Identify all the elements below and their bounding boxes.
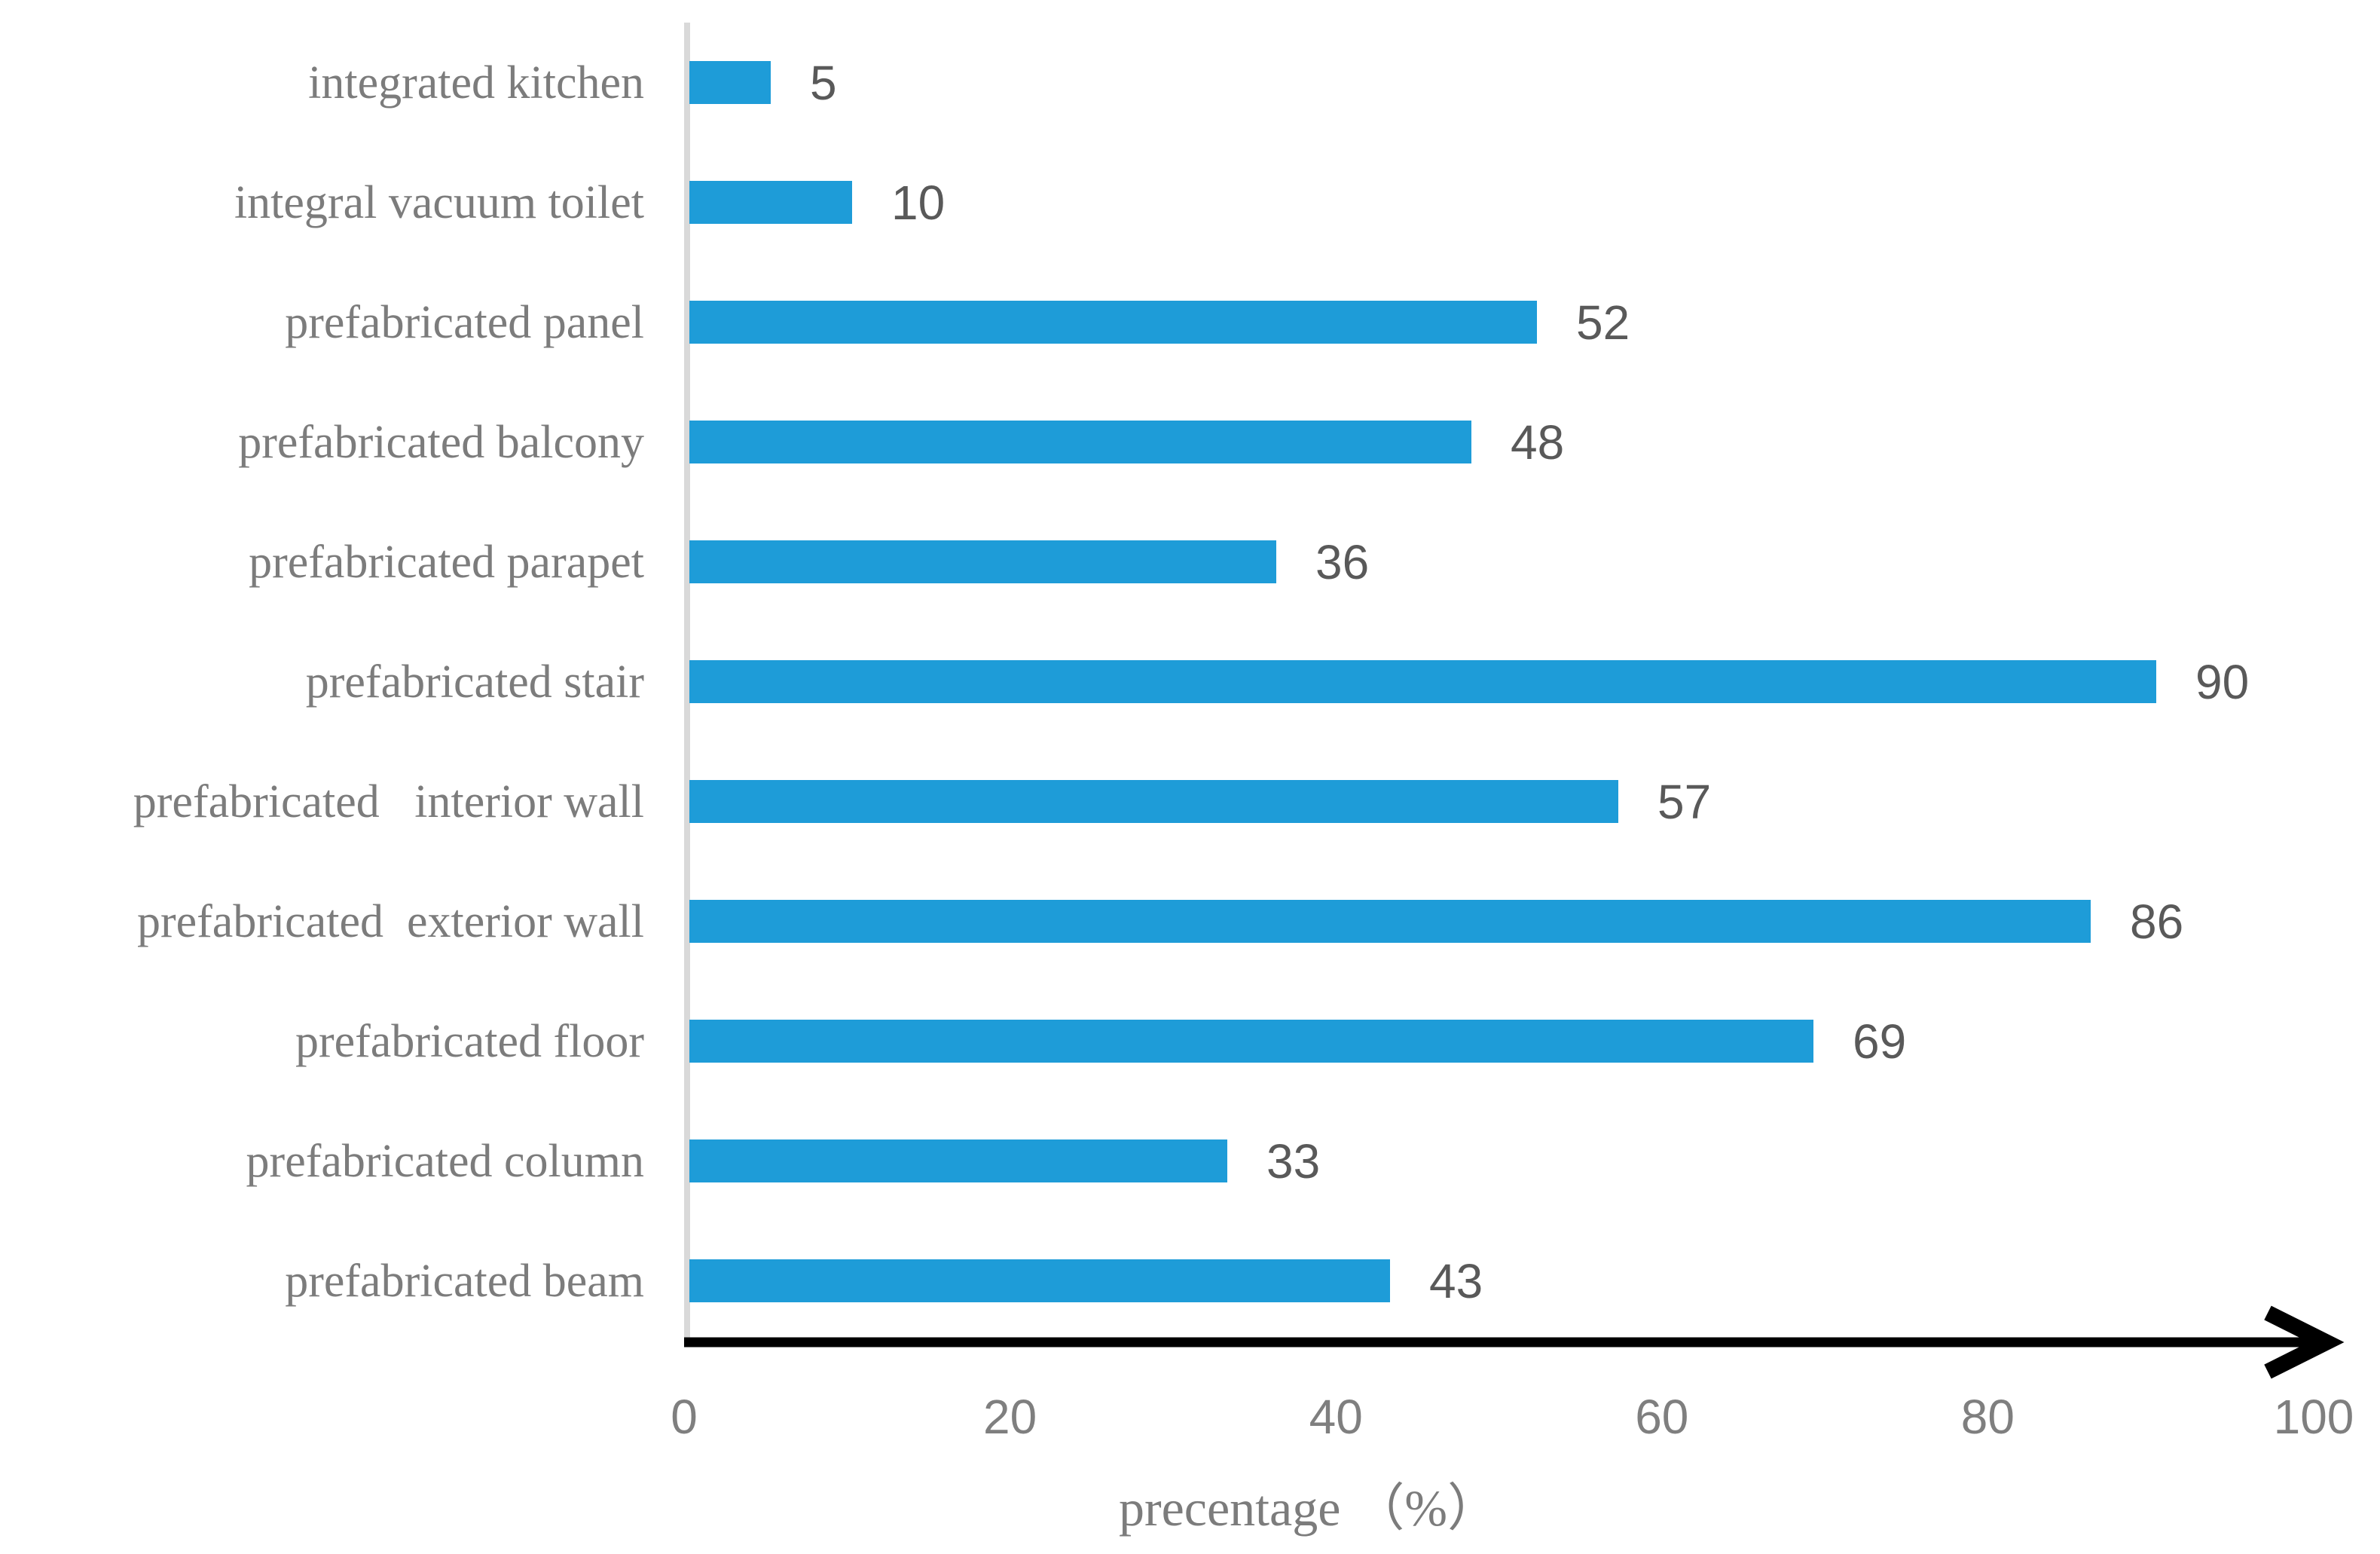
value-label: 52: [1576, 295, 1630, 350]
x-tick-label: 40: [1309, 1390, 1363, 1444]
category-label: integrated kitchen: [308, 57, 644, 109]
bar: [689, 900, 2091, 943]
value-label: 5: [810, 55, 837, 110]
category-label: prefabricated interior wall: [133, 775, 644, 827]
category-label: prefabricated balcony: [238, 416, 644, 468]
category-label: prefabricated beam: [285, 1255, 644, 1307]
chart-row: integrated kitchen 5: [0, 23, 2380, 142]
bar: [689, 540, 1276, 583]
value-label: 36: [1315, 534, 1370, 589]
category-label: prefabricated stair: [305, 656, 644, 708]
bar: [689, 660, 2156, 703]
value-label: 10: [891, 175, 946, 230]
value-label: 90: [2195, 654, 2250, 709]
chart-row: prefabricated parapet 36: [0, 502, 2380, 622]
bar: [689, 61, 771, 104]
bar: [689, 301, 1537, 344]
bar: [689, 421, 1471, 463]
chart-row: prefabricated column 33: [0, 1101, 2380, 1221]
value-label: 43: [1429, 1253, 1483, 1308]
value-label: 69: [1853, 1014, 1907, 1069]
chart-row: integral vacuum toilet 10: [0, 142, 2380, 262]
value-label: 33: [1266, 1133, 1321, 1188]
value-label: 57: [1657, 774, 1712, 829]
x-tick-label: 60: [1635, 1390, 1689, 1444]
x-tick-label: 20: [983, 1390, 1037, 1444]
chart-row: prefabricated stair 90: [0, 622, 2380, 742]
x-tick-label: 0: [671, 1390, 698, 1444]
bar: [689, 1020, 1813, 1063]
chart-row: prefabricated panel 52: [0, 262, 2380, 382]
chart-row: prefabricated exterior wall 86: [0, 861, 2380, 981]
vertical-axis-line: [684, 23, 690, 1341]
category-label: prefabricated floor: [295, 1015, 644, 1067]
x-axis-title: precentage （%）: [1118, 1479, 1499, 1537]
bar: [689, 780, 1618, 823]
category-label: integral vacuum toilet: [234, 176, 644, 228]
chart-row: prefabricated interior wall 57: [0, 742, 2380, 861]
x-tick-label: 100: [2273, 1390, 2354, 1444]
bar: [689, 1139, 1227, 1182]
chart-row: prefabricated floor 69: [0, 981, 2380, 1101]
bar: [689, 1259, 1390, 1302]
chart-row: prefabricated beam 43: [0, 1221, 2380, 1341]
chart-row: prefabricated balcony 48: [0, 382, 2380, 502]
value-label: 86: [2130, 894, 2184, 949]
category-label: prefabricated panel: [285, 296, 644, 348]
bar: [689, 181, 852, 224]
x-tick-label: 80: [1960, 1390, 2015, 1444]
value-label: 48: [1511, 415, 1565, 470]
category-label: prefabricated exterior wall: [136, 895, 644, 947]
category-label: prefabricated parapet: [249, 536, 644, 588]
category-label: prefabricated column: [246, 1135, 644, 1187]
